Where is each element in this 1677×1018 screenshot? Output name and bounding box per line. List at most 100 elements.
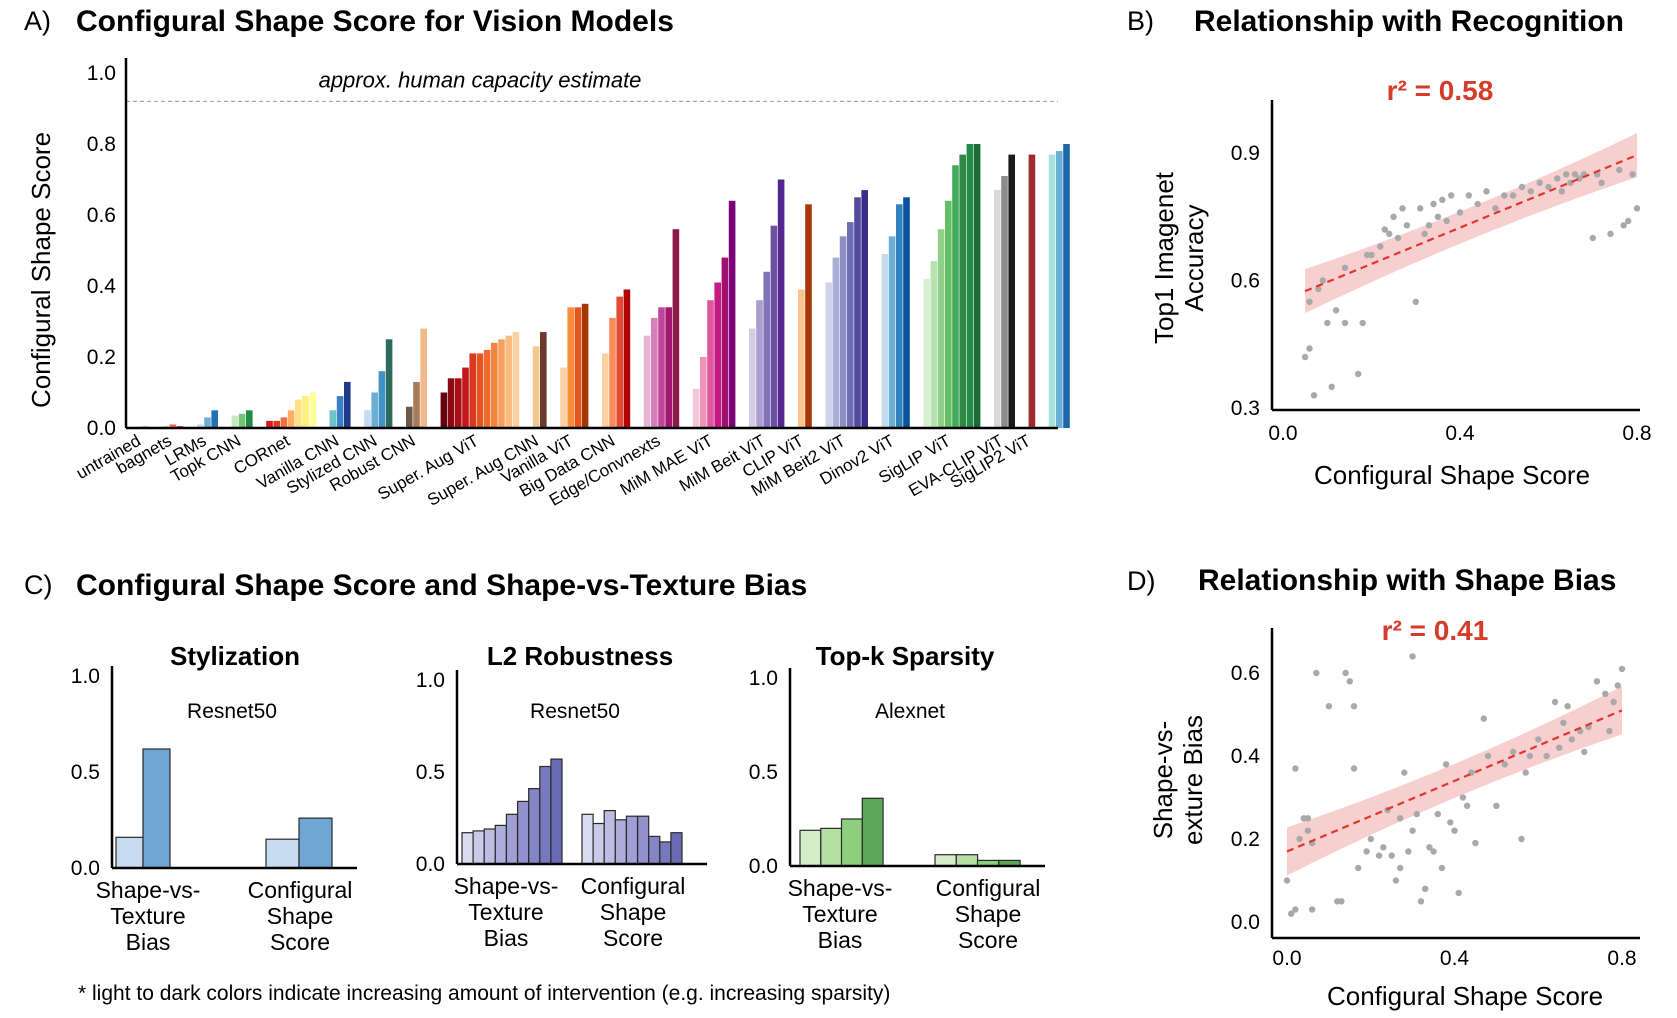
panel-d-r2: r² = 0.41 <box>1382 615 1489 646</box>
scatter-point <box>1560 719 1567 726</box>
panel-a-bar <box>302 396 309 428</box>
panel-a-bar <box>832 257 840 428</box>
panel-d-y-axis-label-line2: exture Bias <box>1178 715 1208 845</box>
panel-c-bar <box>581 813 594 865</box>
panel-c-bar <box>955 854 979 867</box>
panel-a-y-tick: 0.2 <box>87 346 116 369</box>
panel-a-y-tick: 0.8 <box>87 133 116 156</box>
scatter-point <box>1610 698 1617 706</box>
x-tick: 0.0 <box>1272 947 1301 970</box>
panel-c-subplot: L2 Robustness Resnet50 0.0 0.5 1.0 Shape-vs-T… <box>416 641 707 951</box>
scatter-point <box>1412 298 1420 305</box>
x-tick: 0.4 <box>1440 947 1470 970</box>
scatter-point <box>1509 192 1517 199</box>
panel-a-bar <box>952 165 959 429</box>
panel-c-bar <box>539 765 552 865</box>
scatter-point <box>1430 200 1437 208</box>
panel-c-bar <box>298 817 333 869</box>
panel-c-group-label: Shape-vs-Texture Bias <box>454 873 559 951</box>
scatter-point <box>1386 230 1393 237</box>
y-tick: 0.6 <box>1231 662 1260 685</box>
panel-a-y-tick: 0.4 <box>87 275 117 298</box>
scatter-point <box>1620 222 1627 229</box>
panel-c-group-label: Configural Shape Score <box>581 873 686 951</box>
panel-d-ticks: 0.0 0.4 0.8 0.0 0.2 0.4 0.6 <box>1231 662 1637 970</box>
panel-a-bar <box>476 353 484 428</box>
panel-a-bar <box>707 300 714 428</box>
panel-a-bar <box>945 200 952 428</box>
panel-c-bar <box>265 838 300 869</box>
panel-c-y-tick: 0.5 <box>749 761 778 784</box>
panel-a-bar <box>197 424 204 428</box>
panel-c-bar <box>461 832 474 865</box>
scatter-point <box>1417 898 1425 905</box>
panel-c-group-label-line: Configural <box>581 873 686 899</box>
scatter-point <box>1426 844 1433 851</box>
scatter-point <box>1403 222 1411 229</box>
panel-a-bar <box>623 289 631 428</box>
panel-a-bar <box>973 144 981 428</box>
panel-a-bar <box>309 392 316 428</box>
panel-c-bar <box>840 818 863 867</box>
panel-c-group-label: Configural Shape Score <box>248 877 353 955</box>
panel-a-bars <box>135 144 1070 429</box>
scatter-point <box>1633 205 1641 212</box>
panel-a-bar <box>512 332 520 428</box>
panel-a-bar <box>420 328 427 428</box>
panel-a: A) Configural Shape Score for Vision Mod… <box>24 5 1070 510</box>
scatter-point <box>1522 769 1529 776</box>
scatter-point <box>1465 192 1473 199</box>
panel-a-bar <box>1028 154 1036 428</box>
panel-a-bar <box>574 307 582 428</box>
scatter-point <box>1306 345 1313 352</box>
panel-c-subplots: StylizationResnet500.00.51.0Shape-vs-Tex… <box>71 641 1045 955</box>
panel-c-group-label-line: Score <box>958 927 1018 953</box>
panel-c-bar <box>670 832 683 865</box>
scatter-point <box>1350 703 1358 710</box>
panel-a-bar <box>643 335 651 428</box>
panel-a-bar <box>763 271 770 428</box>
scatter-point <box>1422 885 1429 892</box>
scatter-point <box>1304 827 1312 834</box>
panel-c-subplot: Top-k Sparsity Alexnet 0.0 0.5 1.0 Shape-vs-T… <box>749 641 1045 953</box>
panel-a-bar <box>1008 154 1015 428</box>
panel-c-group-label-line: Shape-vs- <box>96 877 201 903</box>
scatter-point <box>1535 736 1542 743</box>
panel-c-bar <box>494 824 507 865</box>
panel-b-y-axis-label-line1: Top1 Imagenet <box>1149 171 1179 344</box>
panel-c-bar <box>799 829 822 867</box>
scatter-point <box>1607 230 1614 237</box>
panel-a-bar <box>700 357 707 428</box>
panel-c-footnote: * light to dark colors indicate increasi… <box>78 982 890 1005</box>
panel-c-bar <box>516 800 530 865</box>
panel-a-bar <box>440 392 448 428</box>
panel-b-r2: r² = 0.58 <box>1387 75 1494 106</box>
panel-a-bar <box>540 332 547 428</box>
panel-a-bar <box>888 236 896 428</box>
panel-a-label: A) <box>24 6 51 36</box>
y-tick: 0.9 <box>1231 142 1260 165</box>
panel-c-y-tick: 0.5 <box>416 761 445 784</box>
scatter-point <box>1447 819 1454 826</box>
panel-c-group-label-line: Shape-vs- <box>788 875 893 901</box>
panel-a-bar <box>728 200 736 428</box>
panel-a-bar <box>923 278 930 428</box>
panel-c-subplot-model: Resnet50 <box>530 700 620 723</box>
panel-c-bar <box>614 819 627 865</box>
panel-a-bar <box>854 197 861 429</box>
panel-a-bar <box>937 229 945 428</box>
panel-c-group-label-line: Shape <box>267 903 334 929</box>
panel-a-bar <box>672 229 680 428</box>
scatter-point <box>1472 839 1479 847</box>
panel-a-bar <box>994 190 1001 428</box>
panel-a-bar <box>169 424 177 428</box>
scatter-point <box>1526 752 1534 760</box>
panel-a-y-tick: 0.6 <box>87 204 116 227</box>
panel-a-bar <box>483 349 491 428</box>
panel-b-y-axis-label-line2: Accuracy <box>1179 205 1209 312</box>
panel-a-bar <box>447 378 455 428</box>
panel-a-bar <box>532 346 540 428</box>
scatter-point <box>1341 264 1349 271</box>
scatter-point <box>1396 815 1404 822</box>
